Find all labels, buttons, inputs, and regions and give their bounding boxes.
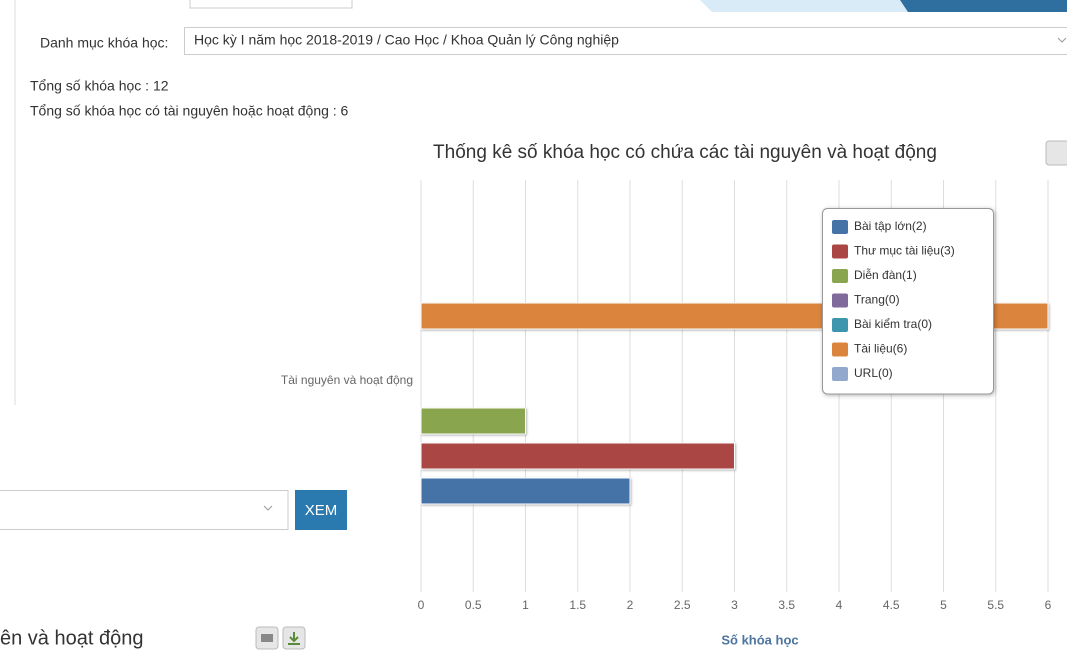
legend-swatch	[832, 294, 848, 308]
legend: Bài tập lớn(2) Thư mục tài liệu(3) Diễn đà…	[823, 209, 994, 395]
top-input[interactable]	[190, 0, 352, 8]
section-title: ên và hoạt động	[0, 627, 143, 649]
legend-label: URL(0)	[854, 366, 893, 380]
x-tick-label: 5.5	[987, 598, 1004, 612]
legend-swatch	[832, 245, 848, 259]
legend-swatch	[832, 269, 848, 283]
legend-label: Tài liệu(6)	[854, 342, 907, 356]
legend-swatch	[832, 318, 848, 332]
legend-swatch	[832, 343, 848, 357]
legend-label: Bài tập lớn(2)	[854, 219, 927, 233]
filter-label: Danh mục khóa học:	[40, 35, 168, 51]
y-tick-label: Tài nguyên và hoạt động	[281, 373, 413, 387]
legend-box	[823, 209, 994, 395]
x-tick-label: 6	[1045, 598, 1052, 612]
x-tick-label: 3.5	[778, 598, 795, 612]
x-tick-label: 2.5	[674, 598, 691, 612]
x-tick-label: 0.5	[465, 598, 482, 612]
x-tick-label: 3	[731, 598, 738, 612]
chart-print[interactable]	[1046, 141, 1067, 165]
legend-swatch	[832, 220, 848, 234]
filter-value: Học kỳ I năm học 2018-2019 / Cao Học / K…	[194, 32, 619, 48]
legend-label: Thư mục tài liệu(3)	[854, 244, 955, 258]
print-glyph	[261, 634, 273, 642]
x-tick-label: 5	[940, 598, 947, 612]
bar	[421, 478, 630, 504]
x-tick-label: 2	[627, 598, 634, 612]
x-tick-label: 0	[418, 598, 425, 612]
x-tick-label: 1.5	[569, 598, 586, 612]
total-with-resources: Tổng số khóa học có tài nguyên hoặc hoạt…	[30, 103, 349, 119]
header-shape	[900, 0, 1067, 12]
bar	[421, 408, 526, 434]
legend-label: Trang(0)	[854, 293, 900, 307]
select[interactable]	[0, 491, 288, 530]
view-button-label: XEM	[305, 502, 338, 519]
bar	[421, 443, 735, 469]
legend-label: Diễn đàn(1)	[854, 267, 917, 282]
x-tick-label: 4	[836, 598, 843, 612]
total-courses: Tổng số khóa học : 12	[30, 78, 169, 94]
legend-swatch	[832, 367, 848, 381]
legend-label: Bài kiểm tra(0)	[854, 317, 932, 331]
x-tick-label: 4.5	[883, 598, 900, 612]
x-tick-label: 1	[522, 598, 529, 612]
x-axis-title: Số khóa học	[721, 632, 798, 647]
chart-title: Thống kê số khóa học có chứa các tài ngu…	[433, 142, 937, 163]
